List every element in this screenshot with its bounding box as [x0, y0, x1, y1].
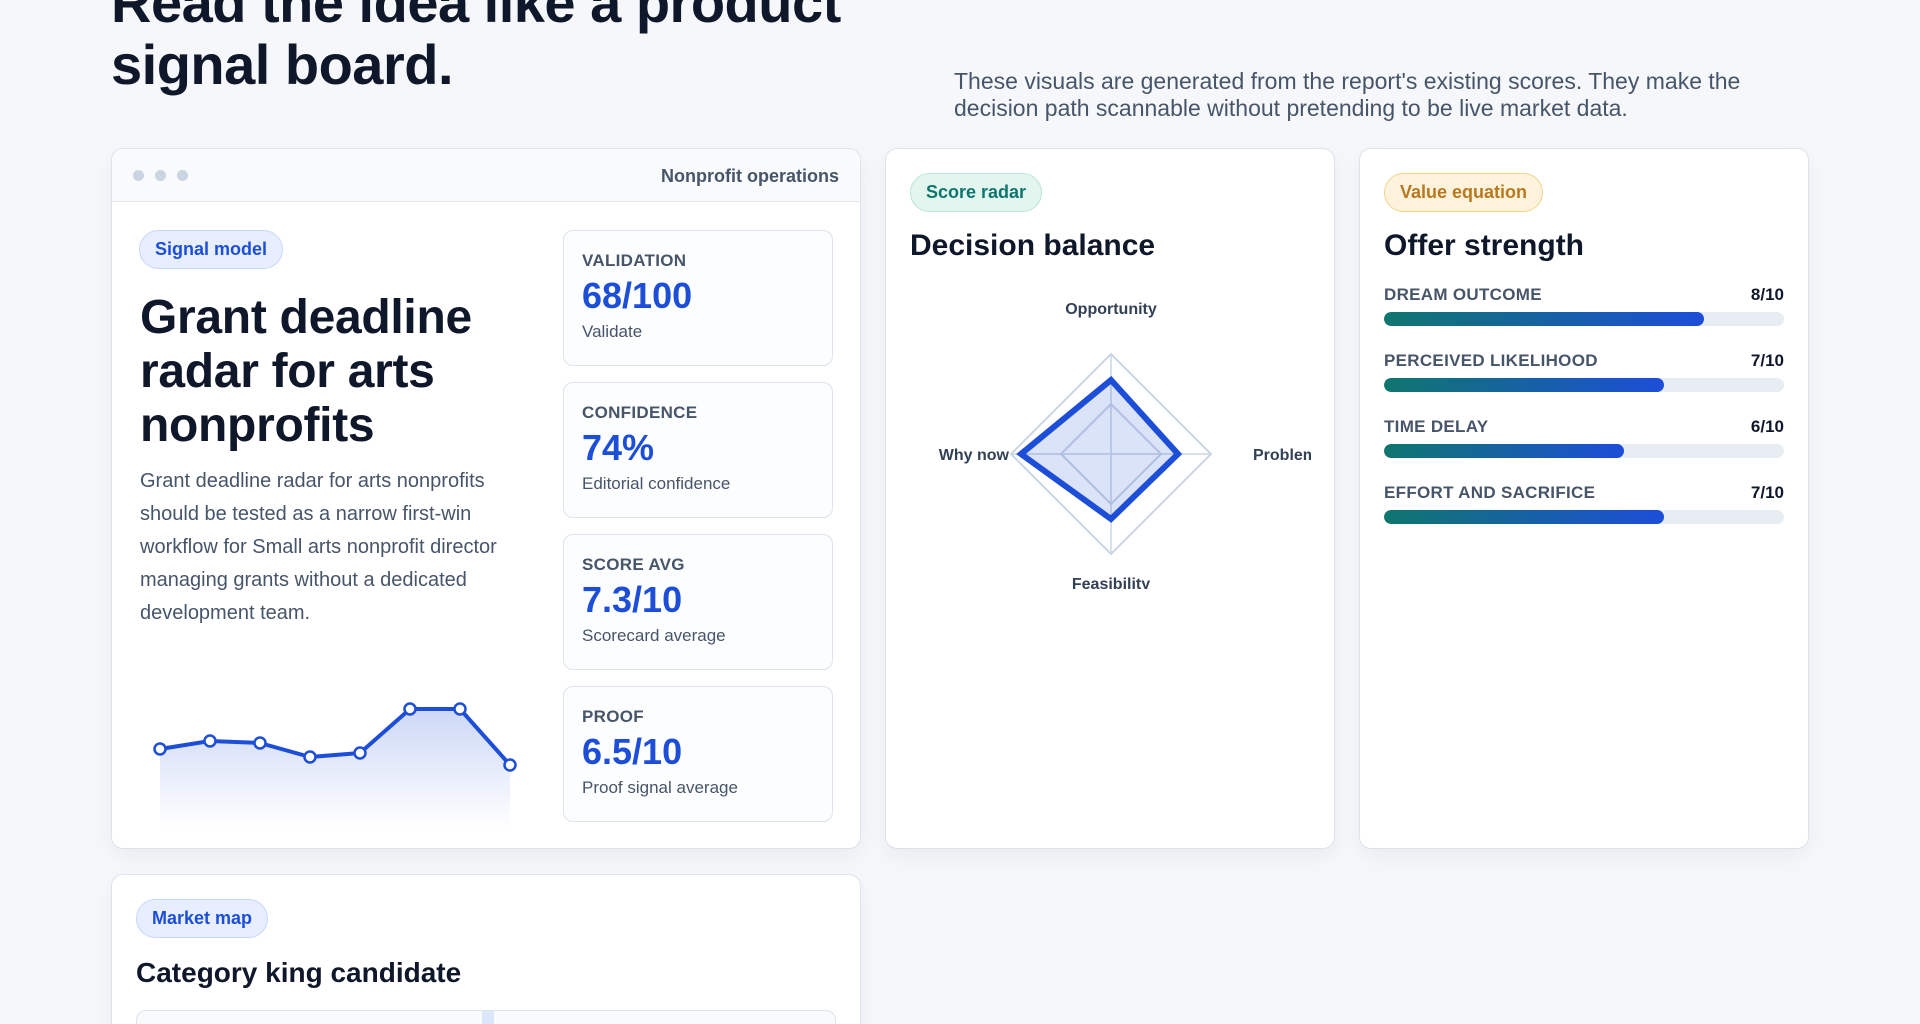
signal-model-badge: Signal model — [139, 230, 284, 269]
window-dot-icon — [133, 170, 144, 181]
market-map-plot — [136, 1010, 836, 1024]
bar-score: 7/10 — [1750, 483, 1784, 502]
stat-label: PROOF — [582, 707, 644, 726]
bar-effort-and-sacrifice: EFFORT AND SACRIFICE 7/10 — [1384, 483, 1784, 524]
decision-radar-chart: Opportunity Problem Feasibility Why now — [939, 301, 1311, 589]
page-intro: These visuals are generated from the rep… — [954, 68, 1741, 121]
sparkline-point — [203, 734, 217, 748]
bar-score: 8/10 — [1750, 285, 1784, 304]
sparkline-point — [153, 742, 167, 756]
bar-label: EFFORT AND SACRIFICE — [1384, 483, 1596, 502]
sparkline-point — [353, 746, 367, 760]
bar-score: 6/10 — [1750, 417, 1784, 436]
stat-sub: Validate — [582, 322, 643, 341]
value-equation-badge: Value equation — [1384, 173, 1544, 212]
stat-score-avg: SCORE AVG 7.3/10 Scorecard average — [563, 534, 833, 670]
score-radar-badge: Score radar — [910, 173, 1043, 212]
bar-track — [1384, 378, 1784, 392]
stat-label: CONFIDENCE — [582, 403, 698, 422]
bar-track — [1384, 510, 1784, 524]
bar-track — [1384, 312, 1784, 326]
sparkline-point — [253, 736, 267, 750]
sparkline-point — [303, 750, 317, 764]
bar-label: TIME DELAY — [1384, 417, 1489, 436]
stat-sub: Scorecard average — [582, 626, 726, 645]
sparkline-point — [503, 758, 517, 772]
sparkline-point — [403, 702, 417, 716]
market-map-title: Category king candidate — [136, 957, 462, 988]
radar-axis-label: Opportunity — [1065, 301, 1157, 318]
stat-sub: Editorial confidence — [582, 474, 731, 493]
bar-track — [1384, 444, 1784, 458]
radar-value-shape — [1016, 375, 1183, 523]
stat-validation: VALIDATION 68/100 Validate — [563, 230, 833, 366]
bar-score: 7/10 — [1750, 351, 1784, 370]
window-title: Nonprofit operations — [661, 166, 839, 186]
value-equation-card: Value equation Offer strength DREAM OUTC… — [1359, 148, 1809, 849]
stat-confidence: CONFIDENCE 74% Editorial confidence — [563, 382, 833, 518]
radar-axis-label: Why now — [939, 447, 1010, 464]
bar-label: DREAM OUTCOME — [1384, 285, 1542, 304]
radar-title: Decision balance — [910, 229, 1156, 262]
window-bar: Nonprofit operations — [112, 149, 860, 202]
stat-label: VALIDATION — [582, 251, 687, 270]
stat-proof: PROOF 6.5/10 Proof signal average — [563, 686, 833, 822]
stat-value: 7.3/10 — [582, 579, 683, 620]
bar-label: PERCEIVED LIKELIHOOD — [1384, 351, 1598, 370]
bar-fill — [1384, 312, 1704, 326]
bar-fill — [1384, 510, 1664, 524]
bar-dream-outcome: DREAM OUTCOME 8/10 — [1384, 285, 1784, 326]
stat-value: 68/100 — [582, 275, 693, 316]
stat-label: SCORE AVG — [582, 555, 685, 574]
signal-model-card: Nonprofit operations Signal model Grant … — [111, 148, 861, 849]
bar-time-delay: TIME DELAY 6/10 — [1384, 417, 1784, 458]
market-map-axis — [482, 1011, 494, 1024]
stat-sub: Proof signal average — [582, 778, 738, 797]
radar-axis-label: Problem — [1253, 447, 1311, 464]
score-sparkline — [153, 702, 517, 829]
market-map-card: Market map Category king candidate — [111, 874, 861, 1024]
radar-axis-label: Feasibility — [1072, 576, 1150, 589]
sparkline-area — [160, 709, 510, 829]
stat-value: 74% — [582, 427, 655, 468]
offer-title: Offer strength — [1384, 229, 1585, 262]
window-dot-icon — [177, 170, 188, 181]
page-headline: Read the idea like a product signal boar… — [111, 0, 841, 96]
stat-value: 6.5/10 — [582, 731, 683, 772]
bar-perceived-likelihood: PERCEIVED LIKELIHOOD 7/10 — [1384, 351, 1784, 392]
bar-fill — [1384, 378, 1664, 392]
idea-description: Grant deadline radar for arts nonprofits… — [140, 470, 497, 624]
score-radar-card: Score radar Decision balance Opportunity… — [885, 148, 1335, 849]
sparkline-line — [159, 707, 512, 767]
bar-fill — [1384, 444, 1624, 458]
idea-title: Grant deadline radar for arts nonprofits — [140, 291, 472, 452]
sparkline-point — [453, 702, 467, 716]
market-map-badge: Market map — [136, 899, 269, 938]
window-dot-icon — [155, 170, 166, 181]
